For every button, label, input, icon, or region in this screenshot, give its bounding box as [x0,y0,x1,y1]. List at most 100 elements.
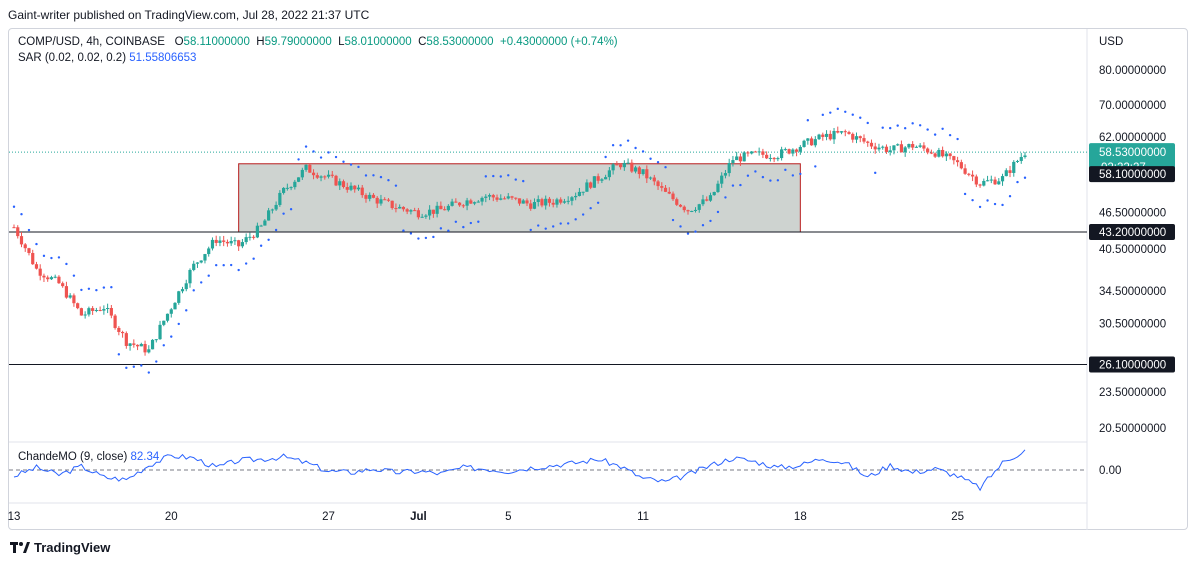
candle[interactable] [248,236,252,238]
candle[interactable] [117,327,121,332]
candle[interactable] [682,206,686,211]
candle[interactable] [177,291,181,303]
candle[interactable] [592,176,596,188]
candle[interactable] [274,204,278,210]
candle[interactable] [1012,161,1016,173]
candle[interactable] [222,240,226,242]
candle[interactable] [884,146,889,152]
candle[interactable] [937,149,941,157]
candle[interactable] [727,163,731,174]
candle[interactable] [420,216,424,218]
candle[interactable] [487,195,492,197]
candle[interactable] [675,199,679,205]
candle[interactable] [765,154,769,159]
candle[interactable] [589,182,593,188]
candle[interactable] [802,140,806,147]
candle[interactable] [809,138,814,146]
candle[interactable] [896,144,900,146]
candle[interactable] [899,144,904,153]
candle[interactable] [948,153,952,157]
candle[interactable] [34,264,39,269]
candle[interactable] [738,156,743,162]
candle[interactable] [791,149,795,154]
candle[interactable] [308,164,312,173]
candle[interactable] [723,173,728,176]
candle[interactable] [731,160,735,164]
candle[interactable] [300,169,304,178]
candle[interactable] [780,149,784,159]
candle[interactable] [188,269,192,284]
candle[interactable] [626,162,630,164]
candle[interactable] [319,176,323,178]
candle[interactable] [91,308,95,311]
candle[interactable] [83,314,87,316]
candle[interactable] [574,195,578,198]
candle[interactable] [854,136,859,140]
candle[interactable] [443,209,447,211]
candle[interactable] [858,136,862,139]
candle[interactable] [203,254,207,261]
candle[interactable] [326,174,331,177]
candle[interactable] [499,198,503,200]
candle[interactable] [428,209,432,216]
candle[interactable] [529,203,533,209]
candle[interactable] [315,175,319,178]
candle[interactable] [701,199,705,205]
candle[interactable] [72,295,76,304]
candle[interactable] [866,141,870,143]
candle[interactable] [697,204,701,210]
candle[interactable] [536,199,540,203]
candle[interactable] [671,193,675,200]
candle[interactable] [356,187,361,190]
candle[interactable] [401,206,406,210]
candle[interactable] [46,277,50,280]
candle[interactable] [547,198,552,203]
candle[interactable] [772,157,776,160]
candle[interactable] [491,195,495,198]
candle[interactable] [311,172,316,176]
candle[interactable] [379,199,383,204]
candle[interactable] [903,147,907,153]
candle[interactable] [23,244,27,249]
candle[interactable] [532,202,537,209]
candle[interactable] [877,147,881,150]
candle[interactable] [798,146,802,152]
candle[interactable] [641,169,645,175]
candle[interactable] [873,146,877,150]
candle[interactable] [693,209,698,211]
candle[interactable] [98,310,102,312]
candle[interactable] [364,195,368,199]
candle[interactable] [218,240,222,243]
candle[interactable] [135,344,140,347]
candle[interactable] [150,339,155,350]
candle[interactable] [735,156,739,161]
candle[interactable] [570,197,574,201]
candle[interactable] [821,134,825,137]
candle[interactable] [933,153,937,157]
candle[interactable] [914,146,919,148]
candle[interactable] [839,131,844,133]
candle[interactable] [49,277,54,280]
range-box[interactable] [238,163,801,233]
candle[interactable] [383,199,387,201]
candle[interactable] [824,133,829,137]
candle[interactable] [435,205,439,214]
candle[interactable] [970,174,975,177]
candle[interactable] [169,309,173,314]
candle[interactable] [768,157,772,159]
candle[interactable] [345,187,349,190]
candle[interactable] [847,132,851,134]
candle[interactable] [124,333,128,346]
candle[interactable] [974,176,978,185]
candle[interactable] [922,145,926,149]
candle[interactable] [304,164,308,170]
candle[interactable] [555,199,559,205]
candle[interactable] [907,144,911,148]
candle[interactable] [952,156,956,161]
candle[interactable] [982,180,986,186]
candle[interactable] [476,201,480,203]
candle[interactable] [31,253,35,265]
candle[interactable] [540,199,544,206]
candle[interactable] [289,187,293,189]
candle[interactable] [963,168,967,174]
